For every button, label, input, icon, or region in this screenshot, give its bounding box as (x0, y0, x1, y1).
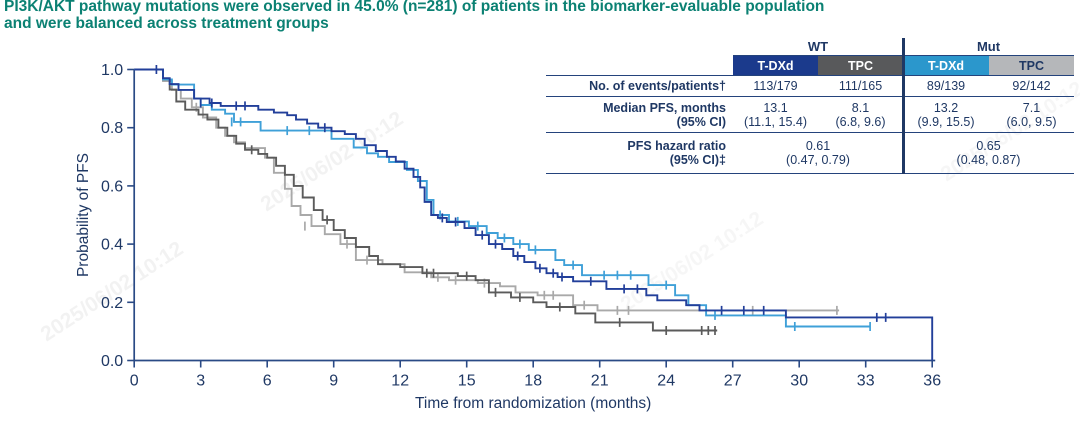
hr-value: 0.61 (805, 139, 831, 153)
svg-text:0.4: 0.4 (101, 237, 123, 254)
header-wt-tpc: TPC (818, 56, 903, 76)
header-mut-tdxd: T-DXd (903, 56, 989, 76)
svg-text:0: 0 (130, 373, 139, 390)
group-header-wt: WT (733, 38, 903, 56)
slide-title-line-2: and were balanced across treatment group… (4, 15, 329, 32)
svg-text:15: 15 (458, 373, 476, 390)
km-curve-tdxd_mut (134, 68, 871, 328)
row-label-hr-sub: (95% CI)‡ (669, 153, 726, 167)
events-mut-tdxd: 89/139 (903, 76, 989, 97)
hr-mut: 0.65 (0.48, 0.87) (903, 133, 1074, 174)
row-label-median: Median PFS, months (95% CI) (546, 97, 733, 133)
group-header-mut: Mut (903, 38, 1074, 56)
svg-text:9: 9 (329, 373, 338, 390)
km-curve-tpc_wt (134, 68, 718, 332)
median-wt-tpc: 8.1 (6.8, 9.6) (818, 97, 903, 133)
median-ci: (9.9, 15.5) (917, 114, 975, 129)
svg-text:36: 36 (923, 373, 941, 390)
row-label-median-sub: (95% CI) (676, 114, 726, 129)
svg-text:27: 27 (724, 373, 742, 390)
svg-text:0.6: 0.6 (101, 178, 123, 195)
median-value: 7.1 (1022, 100, 1041, 115)
svg-text:24: 24 (657, 373, 675, 390)
svg-text:0.0: 0.0 (101, 353, 123, 370)
median-ci: (11.1, 15.4) (743, 114, 807, 129)
header-mut-tpc: TPC (989, 56, 1074, 76)
hr-wt: 0.61 (0.47, 0.79) (733, 133, 903, 174)
x-axis-title: Time from randomization (months) (415, 395, 651, 412)
row-label-median-main: Median PFS, months (603, 100, 726, 115)
km-curve-tpc_mut (134, 68, 840, 312)
median-wt-tdxd: 13.1 (11.1, 15.4) (733, 97, 818, 133)
median-ci: (6.8, 9.6) (835, 114, 886, 129)
row-label-hr: PFS hazard ratio (95% CI)‡ (546, 133, 733, 174)
svg-text:21: 21 (591, 373, 609, 390)
svg-text:18: 18 (524, 373, 542, 390)
svg-text:33: 33 (857, 373, 875, 390)
hr-value: 0.65 (976, 139, 1001, 153)
svg-text:0.8: 0.8 (101, 120, 123, 137)
median-value: 13.1 (763, 100, 788, 115)
pfs-stats-table: WT Mut T-DXd TPC T-DXd TPC No. of events… (546, 38, 1074, 174)
censor-marks-tpc_wt (250, 145, 716, 335)
median-mut-tdxd: 13.2 (9.9, 15.5) (903, 97, 989, 133)
svg-text:3: 3 (196, 373, 205, 390)
row-label-events: No. of events/patients† (546, 76, 733, 97)
slide-title-line-1: PI3K/AKT pathway mutations were observed… (4, 0, 825, 15)
header-wt-tdxd: T-DXd (733, 56, 818, 76)
y-tick-labels: 0.0 0.2 0.4 0.6 0.8 1.0 (101, 62, 135, 370)
table-corner-empty (546, 38, 733, 56)
median-value: 8.1 (851, 100, 870, 115)
events-wt-tdxd: 113/179 (733, 76, 818, 97)
y-axis-title: Probability of PFS (75, 153, 92, 277)
events-wt-tpc: 111/165 (818, 76, 903, 97)
median-ci: (6.0, 9.5) (1006, 114, 1057, 129)
header-empty (546, 56, 733, 76)
median-mut-tpc: 7.1 (6.0, 9.5) (989, 97, 1074, 133)
events-mut-tpc: 92/142 (989, 76, 1074, 97)
svg-text:30: 30 (790, 373, 808, 390)
row-label-hr-main: PFS hazard ratio (627, 139, 726, 153)
svg-text:12: 12 (391, 373, 409, 390)
censor-marks-tdxd_wt (155, 65, 887, 322)
hr-ci: (0.47, 0.79) (786, 153, 850, 167)
hr-ci: (0.48, 0.87) (956, 153, 1021, 167)
svg-text:6: 6 (263, 373, 272, 390)
median-value: 13.2 (933, 100, 959, 115)
slide-title: PI3K/AKT pathway mutations were observed… (4, 0, 824, 32)
svg-text:1.0: 1.0 (101, 62, 123, 79)
km-curve-tdxd_wt (134, 68, 934, 361)
x-tick-labels: 0 3 6 9 12 15 18 21 24 27 30 33 36 (130, 360, 941, 390)
svg-text:0.2: 0.2 (101, 295, 123, 312)
table-group-divider (902, 38, 905, 174)
